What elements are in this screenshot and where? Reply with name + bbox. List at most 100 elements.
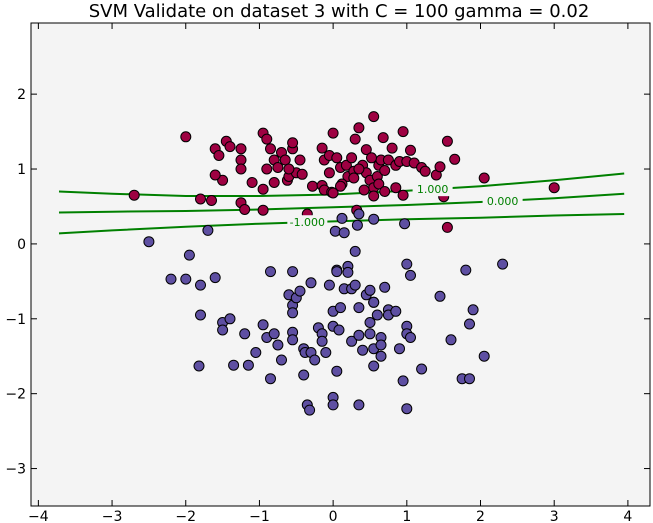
- data-point: [327, 127, 339, 139]
- data-point: [202, 224, 214, 236]
- data-point: [366, 152, 377, 164]
- data-point: [379, 165, 391, 176]
- data-point: [441, 135, 453, 147]
- data-point: [349, 133, 361, 145]
- plot-frame: [30, 22, 651, 507]
- data-point: [382, 154, 394, 166]
- x-tick-label: −1: [249, 509, 270, 523]
- data-point: [305, 277, 317, 289]
- x-tick-label: −2: [175, 509, 196, 523]
- data-point: [329, 225, 341, 237]
- data-point: [193, 360, 205, 372]
- data-point: [213, 150, 225, 161]
- data-points: [128, 111, 560, 416]
- data-point: [548, 182, 560, 194]
- data-point: [242, 359, 254, 371]
- data-point: [333, 324, 345, 336]
- data-point: [307, 180, 318, 192]
- data-point: [217, 324, 229, 336]
- data-point: [195, 309, 206, 321]
- data-point: [257, 204, 269, 216]
- data-point: [441, 221, 453, 233]
- y-tick-label: −2: [5, 387, 26, 403]
- data-point: [419, 165, 431, 177]
- data-point: [368, 111, 380, 123]
- data-point: [265, 373, 276, 385]
- data-point: [434, 290, 446, 302]
- data-point: [394, 343, 405, 355]
- data-point: [287, 266, 299, 278]
- data-point: [478, 172, 490, 184]
- data-point: [351, 219, 363, 231]
- contour-label-gap: [412, 182, 453, 197]
- data-point: [287, 137, 299, 149]
- contour-label: 0.000: [487, 195, 519, 208]
- data-point: [397, 375, 409, 387]
- data-point: [497, 258, 509, 270]
- data-point: [128, 189, 140, 201]
- y-tick-label: 2: [17, 87, 26, 103]
- data-point: [287, 307, 299, 319]
- data-point: [327, 399, 339, 411]
- data-point: [180, 131, 192, 143]
- data-point: [399, 218, 411, 230]
- data-point: [368, 190, 380, 202]
- data-point: [228, 359, 240, 371]
- data-point: [265, 143, 276, 155]
- data-point: [246, 177, 258, 188]
- data-point: [353, 302, 365, 314]
- data-point: [357, 344, 369, 356]
- data-point: [294, 154, 306, 166]
- data-point: [360, 144, 372, 156]
- data-point: [445, 334, 457, 346]
- data-point: [217, 174, 229, 186]
- data-point: [377, 132, 389, 144]
- data-point: [209, 272, 221, 284]
- data-point: [309, 354, 321, 366]
- data-point: [348, 172, 360, 184]
- data-point: [467, 304, 479, 316]
- contour-label-gap: [287, 215, 328, 230]
- data-point: [373, 178, 385, 190]
- data-point: [405, 269, 416, 281]
- data-point: [397, 126, 409, 138]
- x-tick-label: 4: [623, 509, 632, 523]
- data-point: [335, 302, 346, 314]
- y-tick-label: 1: [17, 162, 26, 178]
- data-point: [183, 249, 195, 261]
- data-point: [401, 403, 413, 415]
- data-point: [209, 169, 221, 181]
- data-point: [180, 273, 192, 285]
- data-point: [338, 227, 350, 239]
- data-point: [239, 204, 251, 215]
- data-point: [353, 208, 365, 220]
- data-point: [464, 318, 475, 330]
- data-point: [364, 328, 376, 340]
- data-point: [434, 161, 446, 173]
- data-point: [250, 347, 262, 358]
- data-point: [323, 167, 335, 179]
- data-point: [279, 154, 291, 166]
- data-point: [257, 183, 269, 195]
- y-tick-label: −1: [5, 312, 26, 328]
- data-point: [261, 163, 273, 175]
- data-point: [416, 363, 428, 375]
- axis-ticks: −4 −3 −2 −1 0 1 2 3 4 −3 −2 −1 0 1 2: [5, 23, 650, 523]
- data-point: [195, 193, 206, 205]
- data-point: [331, 365, 343, 377]
- data-point: [268, 328, 280, 340]
- data-point: [375, 350, 387, 362]
- data-point: [206, 195, 217, 206]
- contour-line: [58, 213, 625, 235]
- data-point: [464, 373, 475, 385]
- data-point: [296, 168, 308, 180]
- data-point: [478, 350, 490, 362]
- data-point: [272, 339, 284, 351]
- data-point: [349, 245, 361, 257]
- x-tick-label: 1: [402, 509, 411, 523]
- contour-labels: 1.000 0.000 -1.000: [287, 182, 523, 230]
- data-point: [397, 189, 409, 201]
- x-tick-label: 0: [329, 509, 338, 523]
- data-point: [304, 404, 316, 416]
